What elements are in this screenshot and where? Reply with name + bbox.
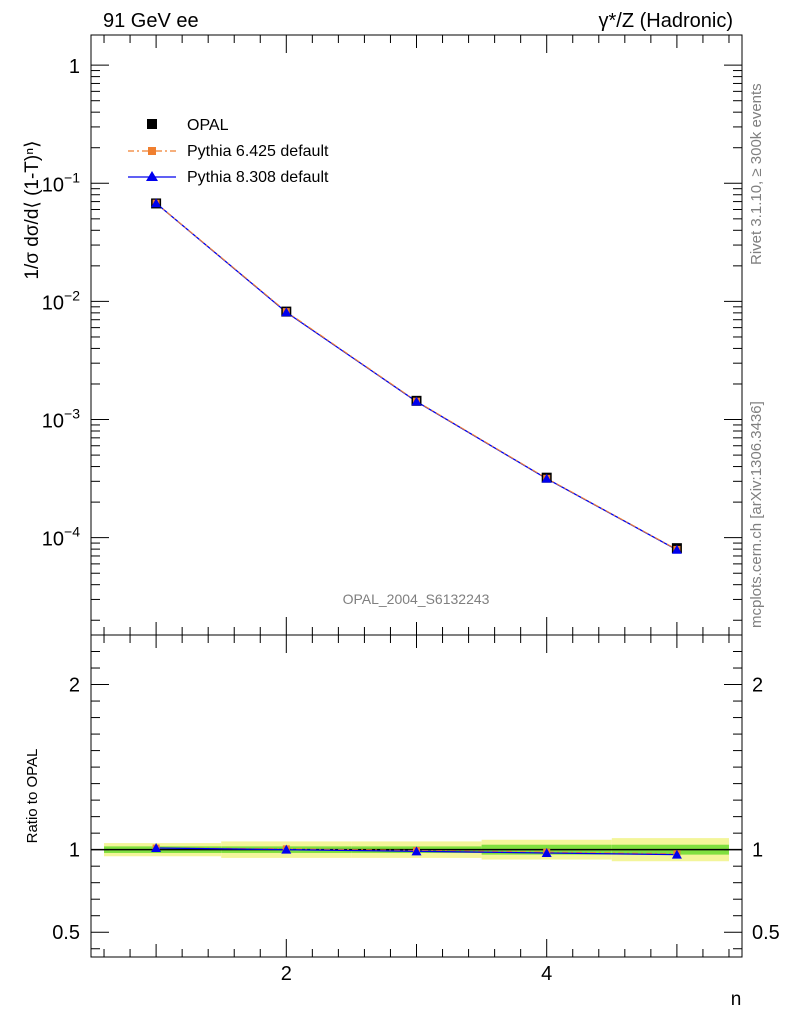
ratio-y-tick-label: 1	[69, 840, 80, 862]
main-series	[151, 198, 682, 554]
ratio-pythia8-point	[671, 849, 682, 859]
ratio-pythia8-point	[151, 843, 162, 853]
legend-pythia6-marker	[148, 147, 156, 155]
ratio-y-tick-labels: 0.5 0.5 1 1 2 2	[52, 675, 780, 945]
mcplots-label: mcplots.cern.ch [arXiv:1306.3436]	[748, 401, 765, 628]
ratio-y-axis-label: Ratio to OPAL	[24, 749, 41, 844]
legend-opal-label: OPAL	[187, 117, 229, 134]
ratio-ticks	[91, 635, 742, 957]
pythia8-point	[411, 396, 422, 406]
main-y-tick-label: 10−2	[42, 287, 80, 314]
ratio-pythia8-point	[541, 847, 552, 857]
main-y-axis-label: 1/σ dσ/d⟨ (1-T)ⁿ⟩	[22, 140, 43, 279]
header-right: γ*/Z (Hadronic)	[599, 10, 733, 32]
legend-pythia8-label: Pythia 8.308 default	[187, 169, 329, 186]
x-axis-label: n	[731, 989, 742, 1010]
rivet-label: Rivet 3.1.10, ≥ 300k events	[748, 83, 765, 265]
x-tick-label: 4	[541, 963, 552, 985]
pythia6-line	[155, 202, 678, 550]
main-y-tick-label: 10−1	[42, 169, 80, 196]
ratio-series	[91, 843, 742, 859]
ratio-pythia8-point	[281, 844, 292, 854]
ratio-y-tick-label: 2	[69, 675, 80, 697]
main-ticks	[91, 35, 742, 635]
main-panel: 1 10−1 10−2 10−3 10−4 1/σ dσ/d⟨ (1-T)ⁿ⟩ OPAL…	[22, 34, 743, 636]
pythia8-point	[281, 307, 292, 317]
ratio-frame	[90, 634, 743, 958]
legend: OPAL Pythia 6.425 default Pythia 8.308 d…	[128, 117, 329, 186]
watermark: OPAL_2004_S6132243	[343, 591, 490, 607]
x-tick-label: 2	[281, 963, 292, 985]
header-left: 91 GeV ee	[103, 10, 199, 32]
pythia8-line	[155, 202, 678, 551]
main-y-tick-labels: 1 10−1 10−2 10−3 10−4	[42, 56, 80, 551]
main-y-tick-label: 10−3	[42, 406, 80, 433]
main-y-tick-label: 1	[69, 56, 80, 78]
ratio-y-tick-label-right: 1	[752, 840, 763, 862]
legend-pythia8-marker	[146, 171, 158, 181]
legend-opal-marker	[147, 119, 157, 129]
ratio-y-tick-label-right: 0.5	[752, 922, 780, 944]
ratio-y-tick-label: 0.5	[52, 922, 80, 944]
main-y-tick-label: 10−4	[42, 524, 80, 551]
pythia8-point	[151, 198, 162, 208]
pythia8-point	[541, 473, 552, 483]
ratio-pythia8-point	[411, 846, 422, 856]
legend-pythia6-label: Pythia 6.425 default	[187, 143, 329, 160]
ratio-y-tick-label-right: 2	[752, 675, 763, 697]
pythia8-point	[671, 544, 682, 554]
